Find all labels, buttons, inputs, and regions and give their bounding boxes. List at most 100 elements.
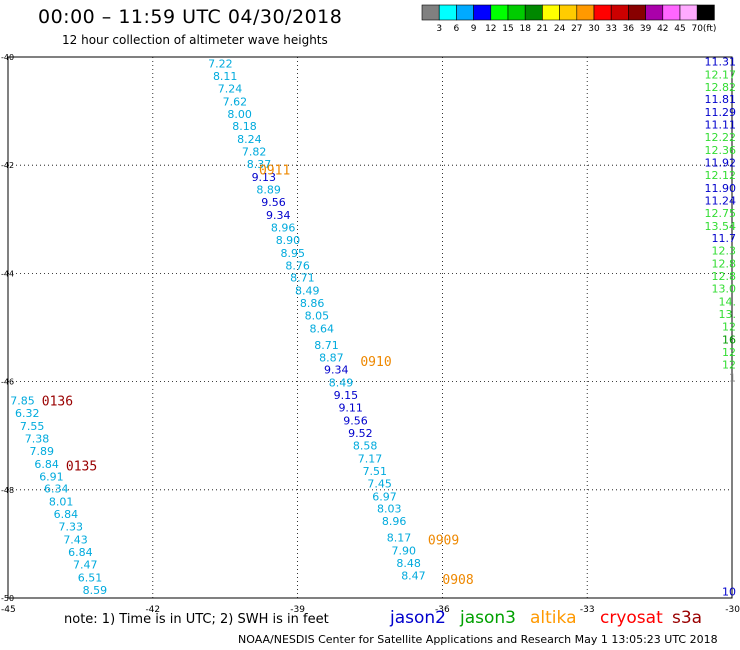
swh-value: 8.00 [227,108,252,121]
pass-time-label: 0910 [360,355,391,370]
swh-value: 7.51 [363,465,388,478]
swh-value: 13.54 [705,220,737,233]
y-tick-label: -46 [1,378,14,387]
swh-value: 6.32 [15,407,40,420]
swh-value: 12.17 [705,68,737,81]
swh-value: 8.47 [401,569,426,582]
swh-value: 8.05 [305,310,330,323]
swh-value: 11.31 [705,55,737,68]
swh-value: 8.95 [281,247,306,260]
swh-value: 12.8 [712,270,737,283]
swh-value: 11.24 [705,194,737,207]
swh-value: 10 [722,586,736,599]
swh-value: 7.24 [218,82,243,95]
swh-value: 8.96 [271,221,296,234]
swh-value: 7.43 [63,534,88,547]
x-tick-label: -33 [580,605,595,615]
swh-value: 7.33 [58,521,83,534]
satellite-legend-s3a: s3a [672,608,703,628]
swh-value: 8.71 [314,339,339,352]
y-tick-label: -42 [1,161,14,170]
swh-value: 7.62 [223,95,248,108]
colorbar-tick-label: 24 [554,24,566,34]
swh-value: 8.18 [232,120,257,133]
satellite-legend-altika: altika [530,608,577,628]
x-tick-label: -42 [145,605,160,615]
swh-value: 7.89 [30,445,55,458]
colorbar-tick-label: 36 [623,24,635,34]
swh-value: 7.38 [25,432,50,445]
swh-value: 9.34 [266,209,291,222]
colorbar-tick-label: 42 [657,24,668,34]
swh-value: 8.71 [290,272,315,285]
colorbar-tick-label: 12 [485,24,496,34]
units-note: note: 1) Time is in UTC; 2) SWH is in fe… [64,612,329,627]
swh-value: 9.56 [343,415,368,428]
x-tick-label: -45 [1,605,16,615]
satellite-legend-jason2: jason2 [390,608,446,628]
swh-value: 8.89 [256,184,281,197]
swh-value: 6.97 [372,490,397,503]
swh-value: 7.90 [392,544,417,557]
swh-value: 8.01 [49,496,74,509]
x-tick-label: -30 [725,605,740,615]
swh-value: 8.76 [285,259,310,272]
swh-value: 7.47 [73,558,98,571]
swh-value: 6.84 [54,508,79,521]
page-title: 00:00 – 11:59 UTC 04/30/2018 [38,6,343,28]
swh-value: 8.17 [387,531,412,544]
colorbar-tick-label: 33 [605,24,616,34]
swh-value: 12.82 [705,81,737,94]
swh-value: 12.8 [712,258,737,271]
swh-value: 6.34 [44,483,69,496]
swh-value: 9.56 [261,196,286,209]
y-tick-label: -40 [1,53,14,62]
swh-value: 6.51 [78,571,103,584]
colorbar-tick-label: 21 [537,24,548,34]
swh-value: 8.49 [295,285,320,298]
satellite-legend-cryosat: cryosat [600,608,663,628]
swh-value: 8.86 [300,297,325,310]
page-subtitle: 12 hour collection of altimeter wave hei… [62,33,328,47]
swh-value: 16 [722,333,736,346]
satellite-legend-jason3: jason3 [460,608,516,628]
x-tick-label: -39 [290,605,305,615]
swh-value: 7.17 [358,452,383,465]
colorbar-tick-label: 27 [571,24,582,34]
swh-value: 6.91 [39,470,64,483]
swh-value: 9.15 [334,389,359,402]
swh-value: 8.11 [213,70,238,83]
colorbar-tick-label: 70 [691,24,703,34]
swh-value: 8.96 [382,515,407,528]
colorbar-tick-label: 39 [640,24,652,34]
swh-value: 14. [719,296,737,309]
swh-value: 8.59 [83,584,108,597]
swh-value: 13.0 [712,283,737,296]
colorbar-tick-label: 45 [674,24,685,34]
swh-value: 12.75 [705,207,737,220]
y-tick-label: -50 [1,594,14,603]
swh-value: 6.84 [34,458,59,471]
swh-value: 7.55 [20,420,45,433]
pass-time-label: 0909 [428,534,459,549]
swh-value: 12.22 [705,131,737,144]
colorbar-tick-label: 3 [436,24,442,34]
colorbar-swatch [696,4,715,21]
plot-frame [7,56,733,599]
swh-value: 9.52 [348,427,373,440]
colorbar-legend: 3 6 9 12 15 18 21 24 27 30 33 36 39 42 45 70 (ft) [421,4,716,34]
swh-value: 9.13 [252,171,277,184]
swh-value: 9.11 [338,402,363,415]
swh-value: 8.64 [309,323,334,336]
swh-value: 7.85 [10,395,35,408]
swh-value: 8.49 [329,377,354,390]
swh-value: 12 [722,346,736,359]
swh-value: 8.03 [377,503,402,516]
x-tick-label: -36 [435,605,450,615]
swh-value: 8.24 [237,133,262,146]
pass-time-label: 0911 [259,164,290,179]
swh-value: 12 [722,320,736,333]
swh-value: 13. [719,308,737,321]
swh-value: 7.45 [367,477,392,490]
